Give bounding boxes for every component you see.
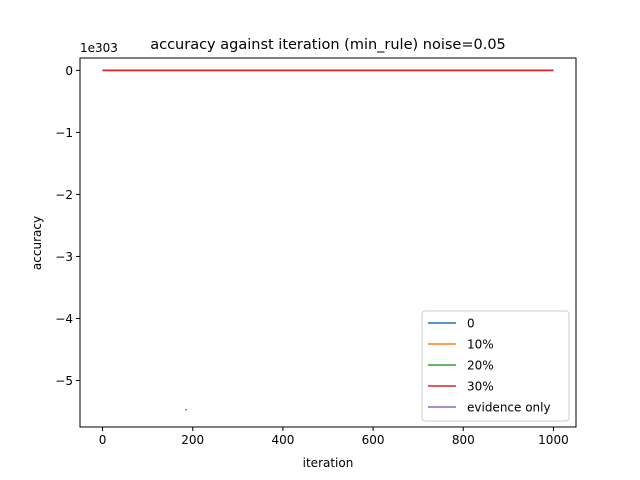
y-tick-label: −4	[55, 312, 73, 326]
x-tick-label: 800	[452, 433, 475, 447]
y-tick-label: −2	[55, 188, 73, 202]
series-lines	[102, 69, 554, 411]
chart-title: accuracy against iteration (min_rule) no…	[150, 37, 506, 53]
x-axis-label: iteration	[303, 456, 354, 470]
legend-label: 0	[467, 317, 475, 331]
y-axis-label: accuracy	[30, 216, 44, 270]
axis-ticks: 0 200 400 600 800 1000 0 −1 −2 −3 −4 −5	[55, 64, 568, 447]
x-tick-label: 1000	[538, 433, 569, 447]
y-tick-label: −1	[55, 126, 73, 140]
legend-label: 20%	[467, 359, 494, 373]
y-tick-label: −3	[55, 250, 73, 264]
legend-label: evidence only	[467, 401, 551, 415]
y-tick-label: 0	[65, 64, 73, 78]
y-tick-label: −5	[55, 374, 73, 388]
legend-label: 30%	[467, 380, 494, 394]
legend-box	[421, 310, 570, 422]
legend-label: 10%	[467, 338, 494, 352]
x-tick-label: 400	[271, 433, 294, 447]
x-tick-label: 200	[181, 433, 204, 447]
legend-entries: 0 10% 20% 30% evidence only	[428, 317, 551, 415]
y-axis-offset-label: 1e303	[80, 41, 118, 55]
x-tick-label: 0	[99, 433, 107, 447]
plot-frame	[79, 57, 577, 428]
legend: 0 10% 20% 30% evidence only	[421, 310, 570, 422]
x-tick-label: 600	[362, 433, 385, 447]
